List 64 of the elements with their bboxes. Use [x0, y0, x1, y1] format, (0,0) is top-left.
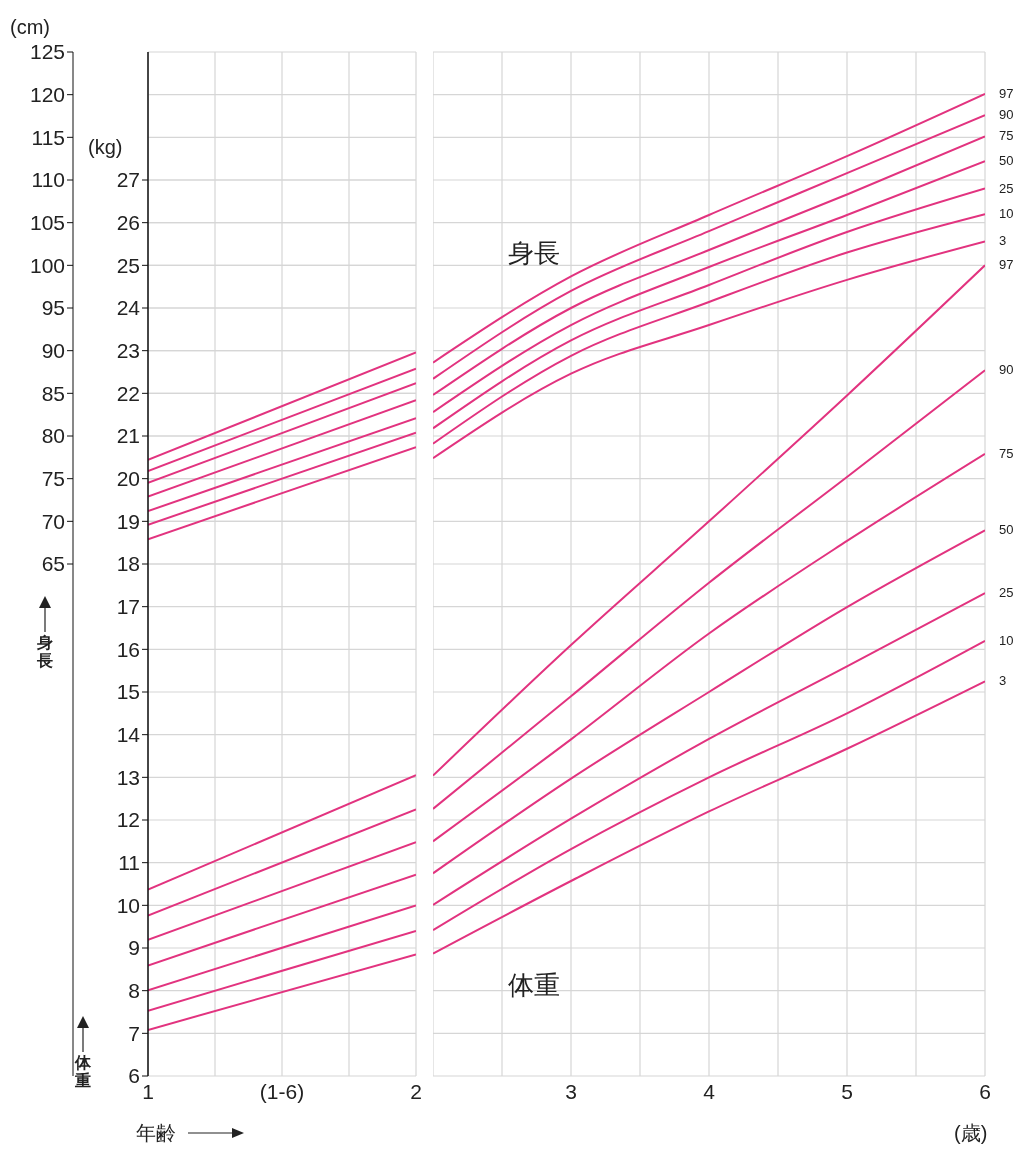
- series-label: 25: [999, 180, 1014, 196]
- x-axis-title: (歳): [954, 1121, 988, 1146]
- y2-axis-title: (cm): [10, 16, 50, 39]
- series-label: 75: [999, 128, 1014, 144]
- y-axis-title: (kg): [88, 136, 123, 159]
- series-label: 25: [999, 585, 1014, 601]
- y-tick-label: 12: [116, 808, 140, 832]
- x-tick-label: 3: [565, 1079, 577, 1103]
- y2-tick-label: 115: [31, 125, 65, 149]
- x-tick-label: 5: [841, 1079, 853, 1103]
- y-tick-label: 19: [116, 509, 140, 533]
- series-label: 10: [999, 632, 1014, 648]
- y-tick-label: 11: [118, 851, 140, 875]
- series-label: 97: [999, 257, 1014, 273]
- text: 身長: [36, 634, 54, 670]
- y2-tick-label: 75: [41, 467, 65, 491]
- y-tick-label: 14: [116, 723, 141, 747]
- x-tick-label: (1-6): [259, 1079, 305, 1103]
- y-tick-label: 17: [116, 595, 140, 619]
- y-tick-label: 25: [116, 253, 140, 277]
- series-label: 90: [999, 362, 1014, 378]
- y2-tick-label: 125: [29, 40, 65, 64]
- series-label: 75: [999, 445, 1014, 461]
- y-tick-label: 26: [116, 211, 140, 235]
- y-tick-label: 6: [128, 1064, 140, 1088]
- series-label: 3: [999, 233, 1007, 249]
- series-label: 97: [999, 85, 1014, 101]
- y-tick-label: 20: [116, 467, 140, 491]
- series-label: 10: [999, 206, 1014, 222]
- text: 体重: [73, 1054, 92, 1090]
- y-tick-label: 18: [116, 552, 140, 576]
- series-label: 50: [999, 153, 1014, 169]
- x-tick-label: 6: [979, 1079, 991, 1103]
- y-tick-label: 24: [116, 296, 141, 320]
- y2-tick-label: 110: [31, 168, 65, 192]
- y2-tick-label: 85: [41, 381, 65, 405]
- annotation: 身長: [508, 238, 560, 270]
- annotation: 体重: [508, 970, 560, 1002]
- y-tick-label: 15: [116, 680, 140, 704]
- x-tick-label: 4: [703, 1079, 716, 1103]
- y-tick-label: 22: [116, 381, 140, 405]
- y-tick-label: 13: [116, 765, 140, 789]
- series-label: 50: [999, 522, 1014, 538]
- y2-tick-label: 65: [41, 552, 65, 576]
- y2-tick-label: 100: [29, 253, 65, 277]
- series-label: 90: [999, 107, 1014, 123]
- y2-tick-label: 120: [29, 83, 65, 107]
- y2-tick-label: 80: [41, 424, 65, 448]
- y-tick-label: 10: [116, 893, 140, 917]
- x-tick-label: 1: [142, 1079, 154, 1103]
- y2-tick-label: 90: [41, 339, 65, 363]
- y2-tick-label: 70: [41, 509, 65, 533]
- y-tick-label: 21: [116, 424, 140, 448]
- y-tick-label: 27: [116, 168, 140, 192]
- y-tick-label: 8: [128, 979, 140, 1003]
- y-tick-label: 7: [128, 1021, 140, 1045]
- y2-tick-label: 95: [41, 296, 65, 320]
- y-tick-label: 23: [116, 339, 140, 363]
- y2-tick-label: 105: [29, 211, 65, 235]
- series-label: 3: [999, 673, 1007, 689]
- y-tick-label: 9: [128, 936, 140, 960]
- y-tick-label: 16: [116, 637, 140, 661]
- x-tick-label: 2: [410, 1079, 422, 1103]
- x-axis-title: 年齢: [136, 1121, 176, 1146]
